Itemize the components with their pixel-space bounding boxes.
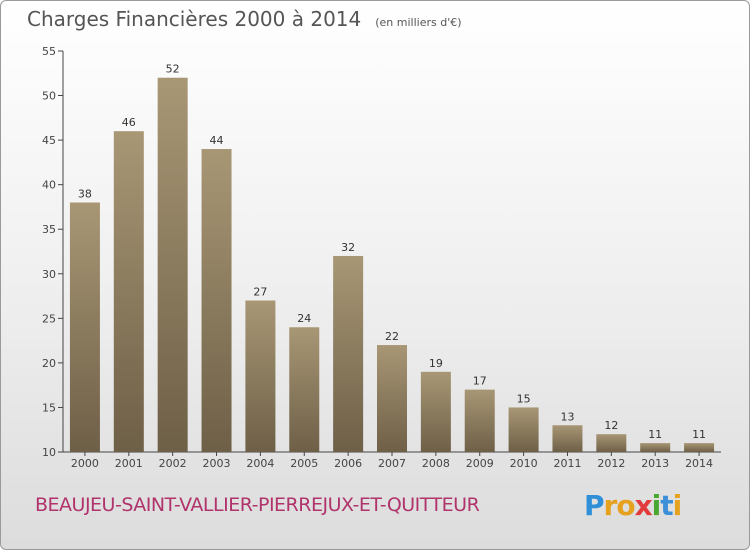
data-label: 19 (429, 357, 443, 370)
x-tick-label: 2006 (334, 457, 362, 470)
bar (69, 202, 100, 452)
data-label: 27 (253, 286, 267, 299)
y-tick-label: 45 (42, 134, 56, 147)
data-label: 52 (166, 63, 180, 76)
bar (245, 300, 276, 452)
data-label: 11 (692, 428, 706, 441)
data-label: 12 (604, 419, 618, 432)
commune-name: BEAUJEU-SAINT-VALLIER-PIERREJUX-ET-QUITT… (35, 494, 480, 516)
y-tick-label: 55 (42, 45, 56, 58)
x-tick-label: 2010 (510, 457, 538, 470)
bar (508, 407, 539, 452)
x-tick-label: 2003 (203, 457, 231, 470)
x-tick-label: 2011 (553, 457, 581, 470)
data-label: 46 (122, 116, 136, 129)
x-tick-label: 2002 (159, 457, 187, 470)
logo-letter: o (616, 489, 635, 522)
title-row: Charges Financières 2000 à 2014 (en milli… (27, 7, 462, 31)
data-label: 44 (210, 134, 224, 147)
bar (420, 371, 451, 452)
data-label: 22 (385, 330, 399, 343)
bar (552, 425, 583, 452)
data-label: 38 (78, 187, 92, 200)
y-tick-label: 30 (42, 268, 56, 281)
data-label: 11 (648, 428, 662, 441)
chart-title: Charges Financières 2000 à 2014 (27, 7, 362, 31)
proxiti-logo: Proxiti (584, 489, 683, 522)
data-label: 15 (517, 392, 531, 405)
x-tick-label: 2005 (290, 457, 318, 470)
x-tick-label: 2009 (466, 457, 494, 470)
chart-unit: (en milliers d'€) (375, 16, 462, 29)
x-tick-label: 2013 (641, 457, 669, 470)
x-tick-label: 2000 (71, 457, 99, 470)
y-tick-label: 35 (42, 223, 56, 236)
bar (289, 327, 320, 452)
data-label: 24 (297, 312, 311, 325)
y-tick-label: 25 (42, 312, 56, 325)
logo-letter: i (651, 489, 662, 522)
logo-letter: r (603, 489, 618, 522)
logo-letter: P (584, 489, 605, 522)
bar (377, 345, 407, 452)
x-tick-label: 2008 (422, 457, 450, 470)
bar (640, 443, 671, 452)
y-tick-label: 20 (42, 357, 56, 370)
bar (596, 434, 627, 452)
bar (113, 131, 144, 452)
logo-letter: i (672, 489, 683, 522)
bar (464, 389, 495, 452)
x-tick-label: 2012 (597, 457, 625, 470)
x-tick-label: 2001 (115, 457, 143, 470)
data-label: 32 (341, 241, 355, 254)
x-tick-label: 2014 (685, 457, 713, 470)
data-label: 13 (560, 410, 574, 423)
logo-letter: t (660, 489, 673, 522)
x-tick-label: 2004 (246, 457, 274, 470)
y-tick-label: 40 (42, 179, 56, 192)
y-tick-label: 10 (42, 446, 56, 459)
data-label: 17 (473, 375, 487, 388)
bar (201, 149, 232, 452)
bar (157, 77, 188, 452)
y-tick-label: 50 (42, 90, 56, 103)
y-tick-label: 15 (42, 401, 56, 414)
bar (684, 443, 715, 452)
x-tick-label: 2007 (378, 457, 406, 470)
logo-letter: x (634, 489, 653, 522)
bar (333, 255, 364, 452)
